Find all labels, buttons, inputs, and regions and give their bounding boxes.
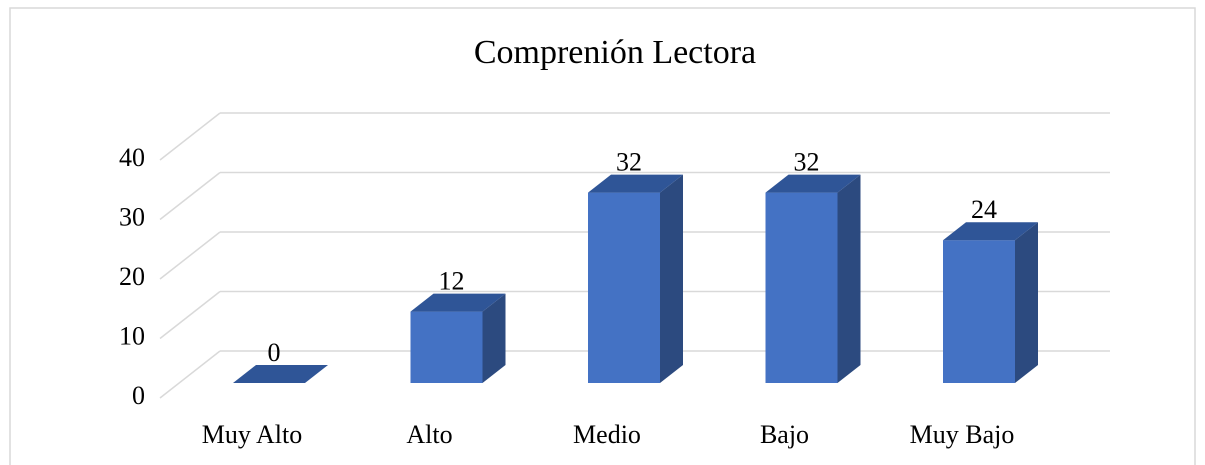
data-label: 24 — [971, 195, 997, 224]
data-label: 12 — [439, 267, 465, 296]
y-tick-label: 10 — [119, 321, 145, 350]
grid-line — [159, 350, 221, 399]
y-tick-label: 40 — [119, 143, 145, 172]
bar-side — [1015, 222, 1038, 383]
y-tick-label: 0 — [132, 381, 145, 410]
bar-side — [837, 174, 861, 383]
x-tick-label: Bajo — [760, 420, 809, 449]
bar-side — [482, 293, 506, 383]
grid-line — [159, 231, 221, 280]
bar-front — [588, 192, 660, 383]
bar-top — [943, 222, 1038, 241]
grid-line — [159, 290, 221, 340]
bar-top — [233, 365, 328, 383]
data-label: 32 — [794, 148, 820, 177]
bar-front — [410, 311, 483, 383]
grid-line — [159, 112, 221, 161]
bar-top — [765, 174, 861, 193]
grid-line — [159, 171, 221, 221]
y-tick-label: 20 — [119, 262, 145, 291]
x-tick-label: Alto — [406, 420, 452, 449]
data-label: 0 — [268, 338, 281, 367]
data-label: 32 — [616, 148, 642, 177]
chart-title: Comprenión Lectora — [474, 34, 756, 71]
x-tick-label: Muy Alto — [202, 420, 302, 449]
y-tick-label: 30 — [119, 202, 145, 231]
bar-front — [765, 192, 838, 383]
bar-side — [660, 174, 683, 383]
bar-front — [943, 240, 1015, 383]
bar-top — [410, 293, 506, 312]
bar-top — [588, 174, 683, 193]
x-tick-label: Muy Bajo — [910, 420, 1015, 449]
x-tick-label: Medio — [573, 420, 641, 449]
